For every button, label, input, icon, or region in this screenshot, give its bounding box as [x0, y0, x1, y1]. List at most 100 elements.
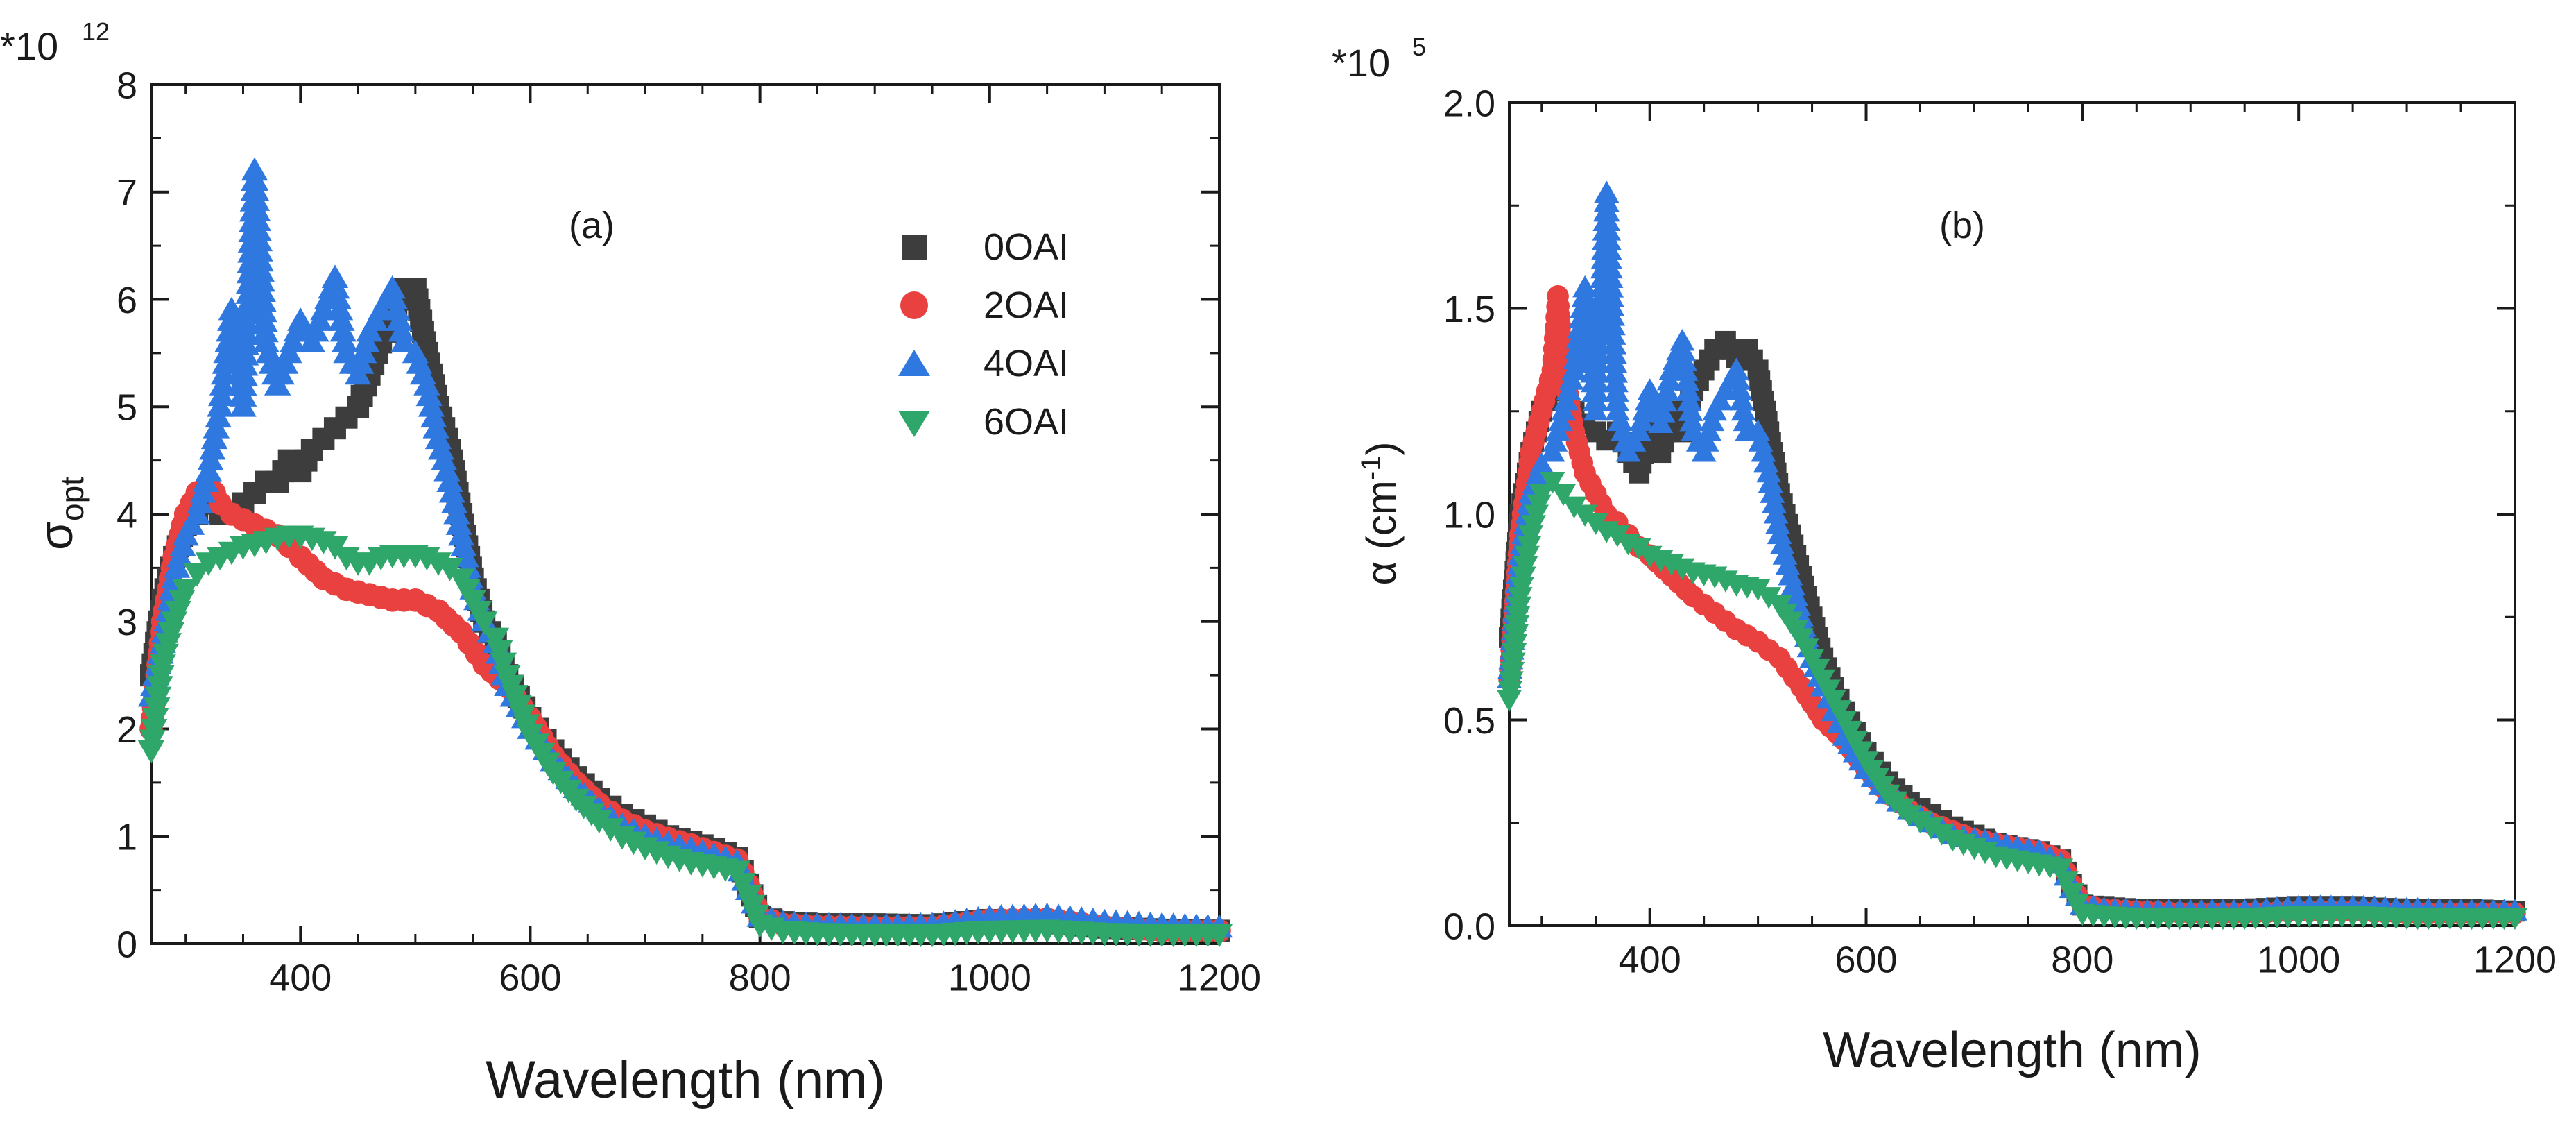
data-point — [1540, 472, 1565, 494]
data-point — [1502, 634, 1528, 656]
x-tick-label: 1200 — [1178, 958, 1261, 999]
data-point — [1676, 379, 1701, 401]
legend-3-label: 6OAI — [984, 401, 1069, 443]
data-point — [1767, 522, 1792, 545]
data-point — [1497, 680, 1523, 703]
data-point — [1731, 398, 1756, 421]
data-point — [447, 522, 475, 546]
y-tick-label: 1.5 — [1443, 289, 1495, 330]
legend-entry: 6OAI — [898, 401, 1069, 443]
panel-b-exponent: 5 — [1412, 33, 1426, 61]
data-point — [381, 286, 409, 309]
data-point — [1729, 388, 1755, 411]
data-point — [413, 372, 440, 396]
data-point — [1673, 359, 1699, 381]
data-point — [326, 296, 354, 321]
legend-2-label: 4OAI — [984, 343, 1069, 384]
panel-b: *10 5 0.00.51.01.52.0 400 600 800 1000 1200 … — [1332, 33, 2557, 1078]
data-point — [1748, 430, 1774, 452]
data-point — [1678, 399, 1703, 421]
data-point — [329, 318, 357, 342]
data-point — [1513, 556, 1538, 579]
data-point — [1506, 596, 1532, 619]
data-point — [1756, 460, 1782, 483]
data-point — [144, 697, 171, 721]
data-point — [390, 329, 418, 352]
data-point — [386, 307, 413, 331]
data-point — [1778, 563, 1803, 586]
y-tick-label: 0.5 — [1443, 700, 1495, 742]
x-tick-label: 1000 — [2257, 940, 2340, 981]
panel-a-label: (a) — [569, 205, 615, 246]
y-tick-label: 2 — [117, 709, 137, 751]
panel-a-y-label: σopt — [30, 477, 90, 550]
panel-a-y-axis: 0 1 2 3 4 5 6 7 8 — [117, 65, 1219, 965]
data-point — [1503, 624, 1529, 647]
data-point — [1679, 409, 1705, 432]
data-point — [1745, 419, 1771, 441]
data-point — [490, 652, 517, 677]
y-tick-label: 5 — [117, 387, 137, 429]
y-tick-label: 8 — [117, 65, 137, 106]
data-point — [1674, 368, 1700, 391]
panel-b-x-label: Wavelength (nm) — [1823, 1023, 2201, 1078]
data-point — [418, 393, 445, 417]
x-tick-label: 800 — [2051, 940, 2113, 981]
data-point — [585, 810, 613, 834]
data-point — [2502, 908, 2527, 930]
data-point — [1671, 339, 1697, 361]
data-point — [1753, 450, 1779, 473]
data-point — [422, 415, 449, 439]
x-tick-label: 600 — [499, 958, 561, 999]
data-point — [420, 404, 447, 428]
x-tick-label: 400 — [269, 958, 332, 999]
data-point — [1505, 606, 1531, 628]
data-point — [321, 264, 349, 288]
data-point — [1205, 924, 1233, 948]
data-point — [1529, 452, 1554, 475]
data-point — [1727, 378, 1753, 400]
x-tick-label: 1200 — [2473, 940, 2557, 981]
data-point — [1607, 409, 1633, 432]
data-point — [729, 873, 756, 896]
data-point — [1504, 615, 1530, 638]
data-point — [1783, 584, 1809, 606]
series-6OAI — [137, 525, 1233, 948]
panel-a-multiplier: *10 — [0, 24, 58, 68]
x-tick-label: 600 — [1835, 940, 1897, 981]
data-point — [1765, 511, 1791, 534]
panel-b-y-label: α (cm-1) — [1356, 442, 1405, 586]
data-point — [1572, 275, 1598, 298]
data-point — [1669, 328, 1695, 351]
data-point — [1775, 553, 1801, 575]
data-point — [1907, 811, 1933, 833]
series-6OAI — [1497, 472, 2527, 930]
panel-b-label: (b) — [1939, 205, 1985, 246]
data-point — [1573, 284, 1599, 307]
panel-a-exponent: 12 — [82, 17, 110, 46]
data-point — [139, 729, 166, 754]
data-point — [1610, 419, 1635, 441]
panel-a-x-axis: 400 600 800 1000 1200 — [184, 85, 1261, 999]
panel-b-y-axis: 0.0 0.5 1.0 1.5 2.0 — [1443, 83, 2515, 947]
data-point — [1769, 532, 1795, 554]
data-point — [440, 490, 468, 513]
data-point — [1751, 440, 1776, 462]
data-point — [1509, 577, 1535, 599]
data-point — [723, 860, 750, 884]
data-point — [1763, 502, 1789, 524]
legend-2-marker — [898, 350, 930, 376]
panel-b-series — [1497, 180, 2527, 930]
data-point — [140, 719, 168, 742]
data-point — [146, 676, 173, 699]
data-point — [2053, 871, 2079, 893]
data-point — [148, 665, 175, 689]
data-point — [1523, 504, 1549, 527]
data-point — [1511, 566, 1536, 588]
data-point — [1518, 525, 1544, 547]
panel-b-multiplier: *10 — [1332, 41, 1390, 85]
legend-3-marker — [898, 411, 930, 437]
data-point — [1497, 690, 1522, 712]
y-tick-label: 4 — [117, 494, 137, 536]
